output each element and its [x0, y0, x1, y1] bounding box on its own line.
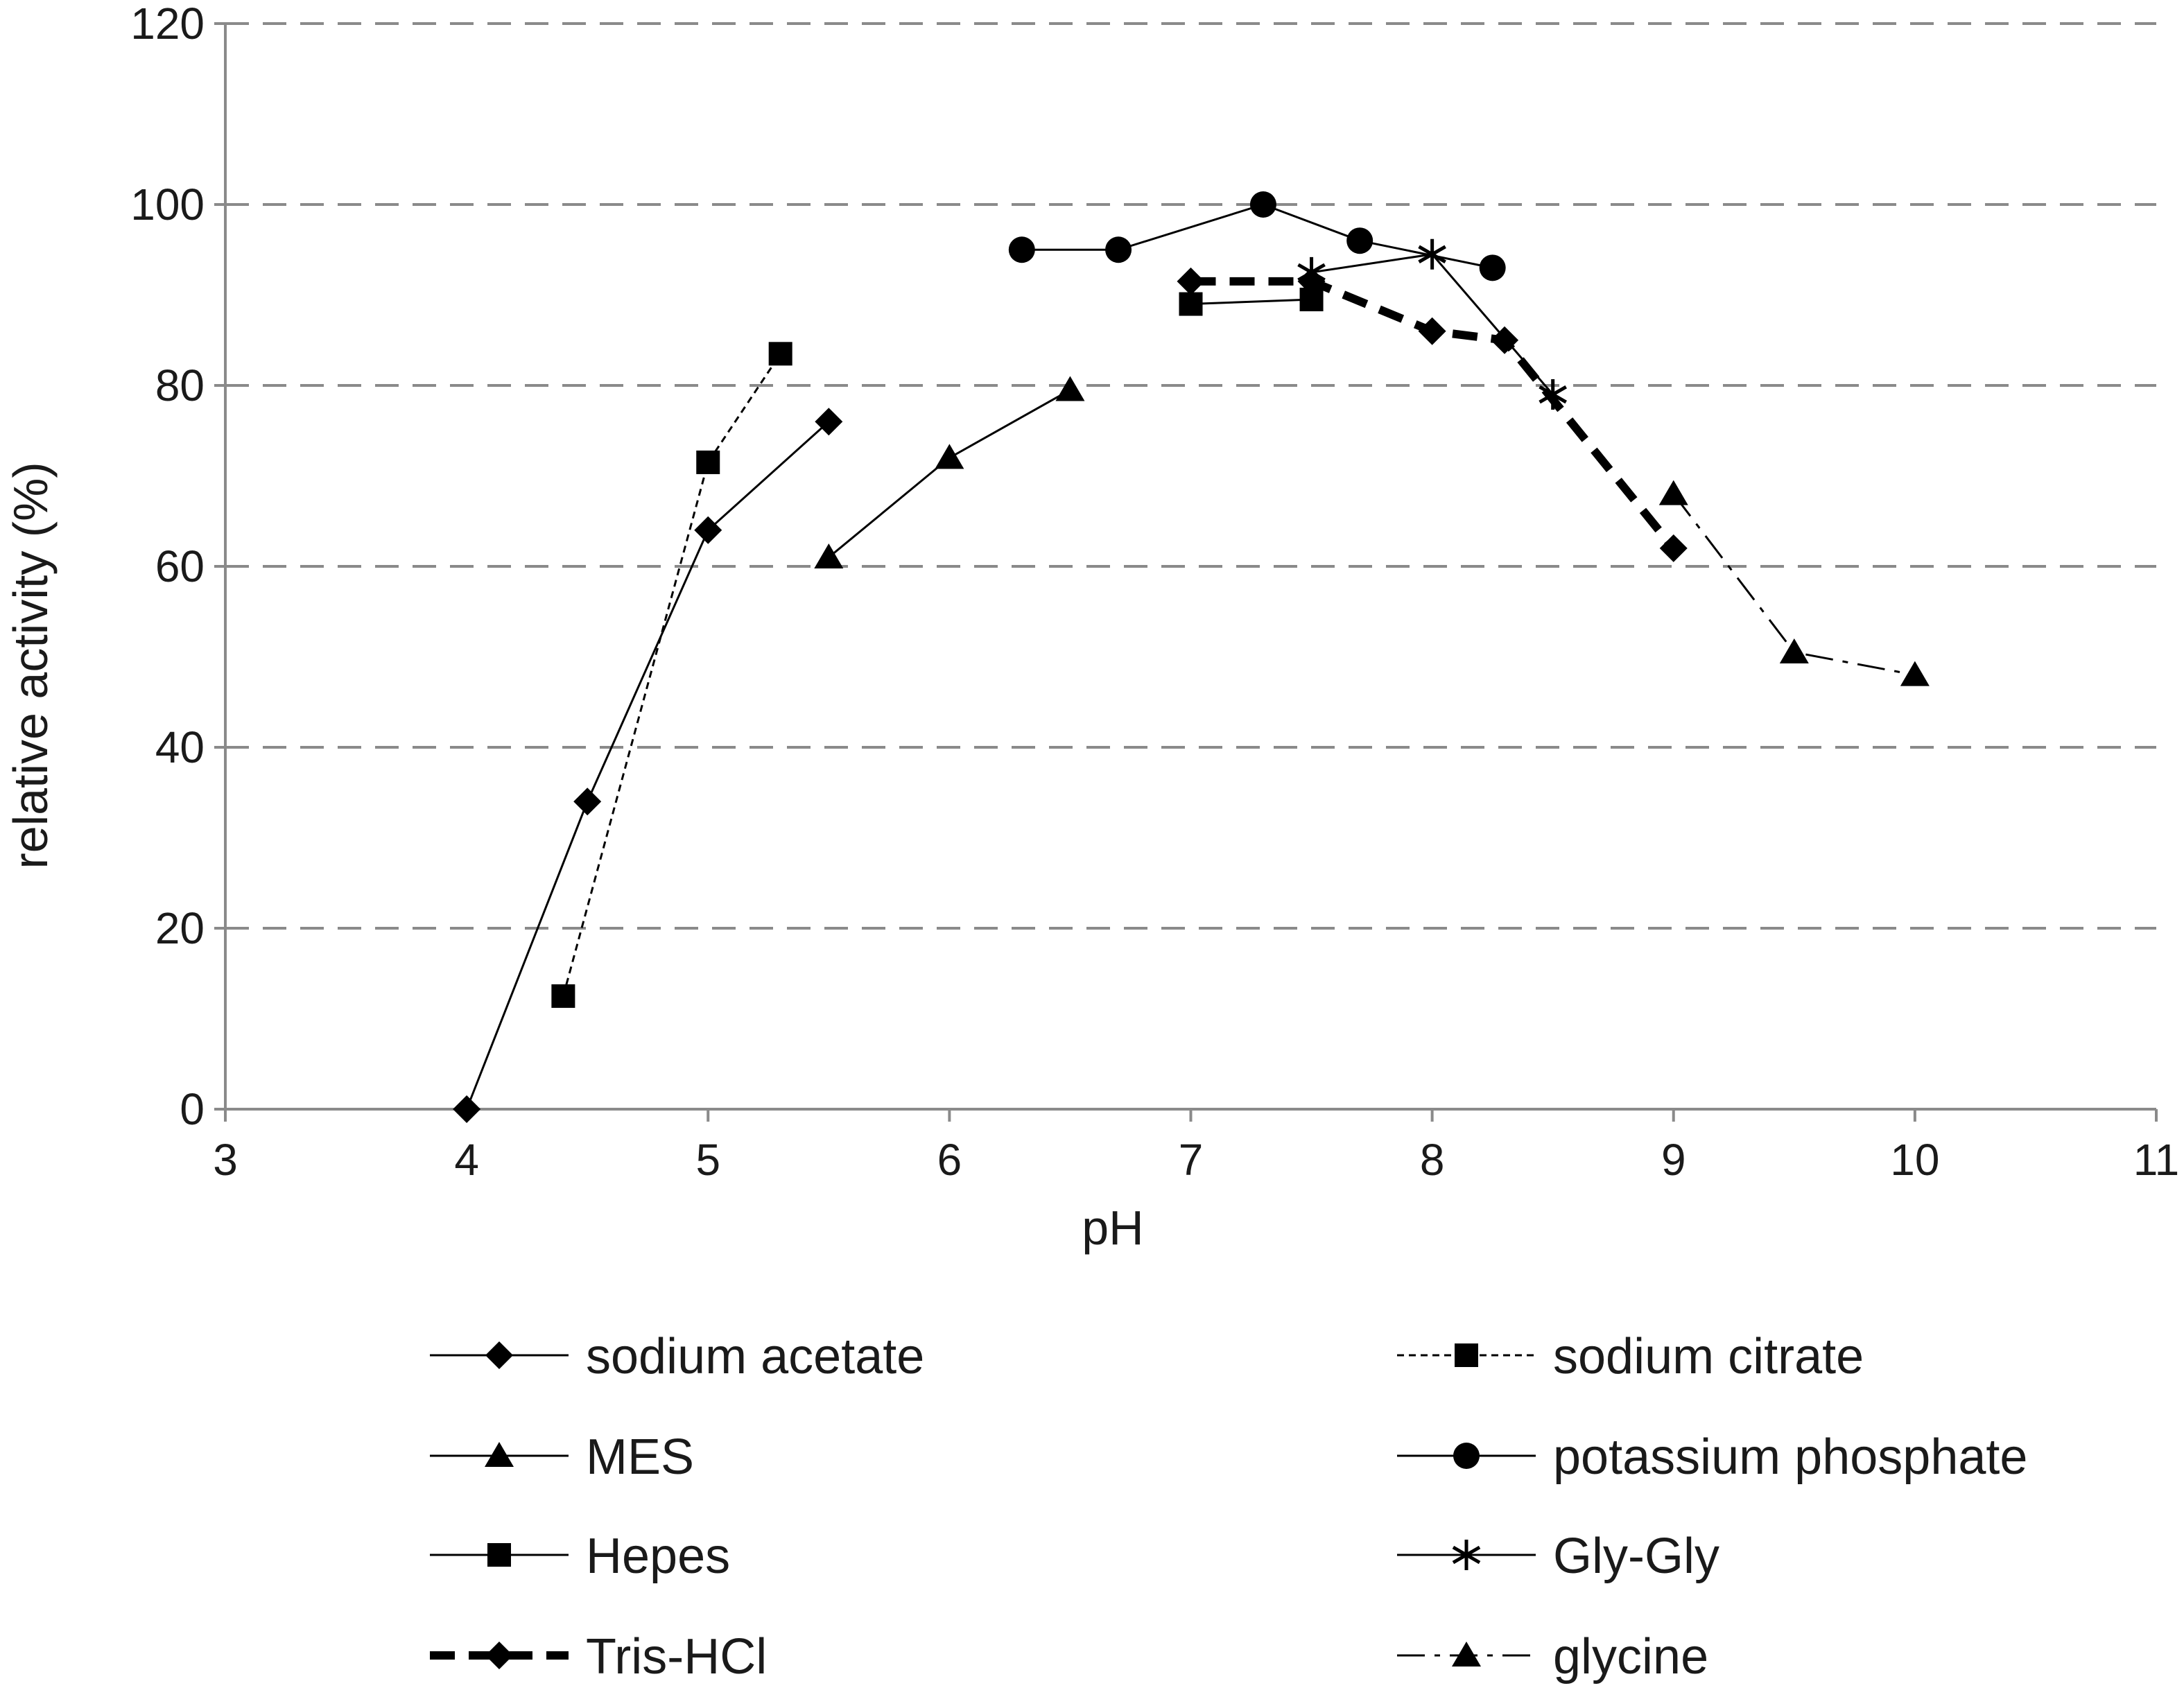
x-axis-label: pH [1082, 1201, 1143, 1255]
x-tick-label: 5 [695, 1135, 720, 1185]
legend-entry-glycine: glycine [1397, 1629, 1708, 1685]
legend-marker [485, 1442, 514, 1467]
data-point [1055, 376, 1085, 401]
x-tick-label: 10 [1890, 1135, 1939, 1185]
legend-marker [485, 1642, 513, 1669]
x-tick-label: 6 [937, 1135, 962, 1185]
legend-label: MES [586, 1429, 694, 1485]
series-line-mes [828, 389, 1071, 559]
series-potassium-phosphate [1008, 191, 1506, 281]
x-tick-label: 4 [454, 1135, 479, 1185]
data-point [694, 516, 722, 544]
data-point [815, 408, 843, 436]
series-group [453, 191, 1930, 1123]
legend-entry-sodium-acetate: sodium acetate [430, 1329, 924, 1384]
legend-marker [1453, 1443, 1480, 1469]
series-line-sodium-citrate [562, 353, 781, 997]
data-point [1479, 254, 1506, 281]
legend-entry-hepes: Hepes [430, 1529, 730, 1584]
legend-label: Hepes [586, 1529, 730, 1584]
legend-marker [1455, 1343, 1478, 1367]
data-point [551, 984, 575, 1008]
y-tick-label: 60 [155, 541, 205, 591]
series-mes [814, 376, 1085, 568]
data-point [1491, 326, 1519, 354]
legend-label: sodium acetate [586, 1329, 924, 1384]
series-tris-hcl [1177, 267, 1688, 562]
y-axis-label: relative activity (%) [3, 462, 58, 869]
legend-marker [485, 1341, 513, 1369]
data-point [1346, 227, 1373, 254]
x-tick-label: 3 [213, 1135, 238, 1185]
data-point [1179, 292, 1203, 316]
y-tick-label: 40 [155, 722, 205, 772]
series-sodium-acetate [453, 408, 843, 1123]
series-line-sodium-acetate [465, 421, 830, 1110]
data-point [1177, 267, 1205, 295]
y-tick-label: 0 [180, 1084, 205, 1134]
legend-marker [487, 1543, 511, 1567]
y-tick-label: 80 [155, 360, 205, 410]
data-point [1105, 236, 1132, 263]
legend-marker [1452, 1540, 1481, 1570]
legend-label: Gly-Gly [1553, 1529, 1719, 1584]
data-point [1249, 191, 1276, 218]
legend-entry-mes: MES [430, 1429, 694, 1485]
data-point [1658, 480, 1688, 505]
legend-label: glycine [1553, 1629, 1708, 1685]
data-point [1297, 267, 1326, 295]
y-tick-label: 120 [130, 0, 205, 49]
legend-entry-potassium-phosphate: potassium phosphate [1397, 1429, 2027, 1485]
data-point [1008, 236, 1035, 263]
legend-marker [1452, 1642, 1481, 1667]
legend-entry-gly-gly: Gly-Gly [1397, 1529, 1719, 1584]
legend-entry-tris-hcl: Tris-HCl [430, 1629, 767, 1685]
legend-label: Tris-HCl [586, 1629, 767, 1685]
data-point [1418, 317, 1446, 345]
x-tick-label: 7 [1179, 1135, 1204, 1185]
data-point [1418, 238, 1446, 270]
legend-label: sodium citrate [1553, 1329, 1864, 1384]
series-sodium-citrate [551, 342, 792, 1008]
data-point [1659, 534, 1688, 562]
data-point [573, 788, 602, 816]
x-tick-label: 8 [1420, 1135, 1445, 1185]
legend-label: potassium phosphate [1553, 1429, 2027, 1485]
series-hepes [1179, 288, 1324, 316]
series-line-hepes [1190, 298, 1312, 306]
x-tick-label: 11 [2133, 1135, 2179, 1185]
x-tick-label: 9 [1661, 1135, 1686, 1185]
data-point [814, 543, 844, 568]
data-point [696, 450, 720, 474]
legend-entry-sodium-citrate: sodium citrate [1397, 1329, 1864, 1384]
y-tick-label: 100 [130, 180, 205, 229]
series-glycine [1658, 480, 1930, 686]
data-point [453, 1095, 481, 1123]
y-tick-label: 20 [155, 903, 205, 953]
legend: sodium acetate sodium citrate MES potassium… [430, 1329, 2027, 1685]
data-point [768, 342, 792, 366]
axes: 0 20 40 60 80 100 120 3 4 5 6 7 8 9 10 11 [130, 0, 2179, 1185]
data-point [1779, 638, 1809, 663]
gridlines [225, 22, 2156, 930]
data-point [1900, 661, 1930, 686]
data-point [935, 444, 964, 469]
